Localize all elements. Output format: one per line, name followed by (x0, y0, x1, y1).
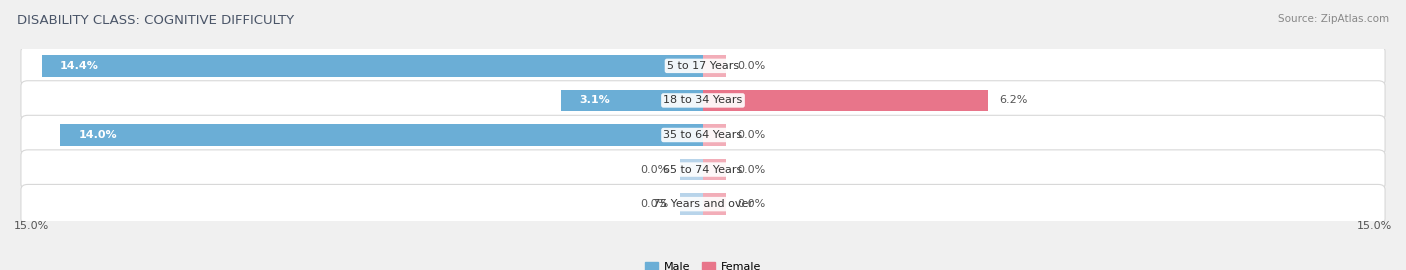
Text: 35 to 64 Years: 35 to 64 Years (664, 130, 742, 140)
Text: 6.2%: 6.2% (1000, 95, 1028, 106)
Bar (703, 193, 725, 215)
Bar (60, 124, 703, 146)
Bar (703, 124, 725, 146)
Text: 18 to 34 Years: 18 to 34 Years (664, 95, 742, 106)
Text: 14.4%: 14.4% (60, 61, 98, 71)
Text: 0.0%: 0.0% (640, 164, 669, 175)
FancyBboxPatch shape (21, 150, 1385, 189)
Bar (681, 193, 703, 215)
Text: Source: ZipAtlas.com: Source: ZipAtlas.com (1278, 14, 1389, 23)
Bar (703, 159, 725, 180)
Bar (561, 90, 703, 111)
Text: 3.1%: 3.1% (579, 95, 610, 106)
Bar (42, 55, 703, 77)
Bar (703, 90, 988, 111)
Text: DISABILITY CLASS: COGNITIVE DIFFICULTY: DISABILITY CLASS: COGNITIVE DIFFICULTY (17, 14, 294, 26)
Bar (681, 159, 703, 180)
Text: 0.0%: 0.0% (738, 199, 766, 209)
Bar (703, 55, 725, 77)
Text: 15.0%: 15.0% (1357, 221, 1392, 231)
Text: 0.0%: 0.0% (738, 164, 766, 175)
Text: 15.0%: 15.0% (14, 221, 49, 231)
Text: 0.0%: 0.0% (738, 61, 766, 71)
Text: 14.0%: 14.0% (79, 130, 117, 140)
Text: 0.0%: 0.0% (640, 199, 669, 209)
Text: 5 to 17 Years: 5 to 17 Years (666, 61, 740, 71)
Text: 75 Years and over: 75 Years and over (652, 199, 754, 209)
FancyBboxPatch shape (21, 115, 1385, 155)
Text: 0.0%: 0.0% (738, 130, 766, 140)
Legend: Male, Female: Male, Female (641, 257, 765, 270)
FancyBboxPatch shape (21, 81, 1385, 120)
Text: 65 to 74 Years: 65 to 74 Years (664, 164, 742, 175)
FancyBboxPatch shape (21, 46, 1385, 86)
FancyBboxPatch shape (21, 184, 1385, 224)
